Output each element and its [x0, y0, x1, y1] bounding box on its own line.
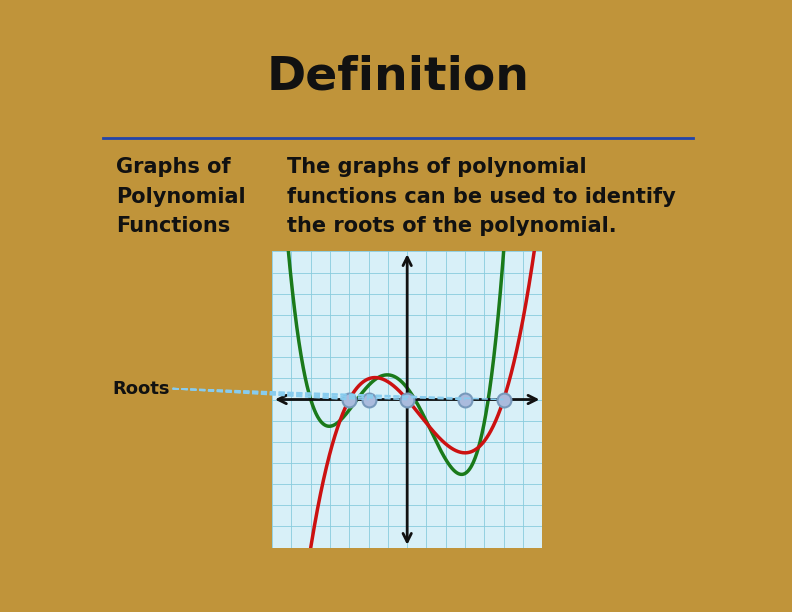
Text: Graphs of
Polynomial
Functions: Graphs of Polynomial Functions: [116, 157, 246, 236]
Text: The graphs of polynomial
functions can be used to identify
the roots of the poly: The graphs of polynomial functions can b…: [287, 157, 676, 236]
Text: Definition: Definition: [266, 55, 530, 100]
Text: Roots: Roots: [112, 379, 170, 398]
